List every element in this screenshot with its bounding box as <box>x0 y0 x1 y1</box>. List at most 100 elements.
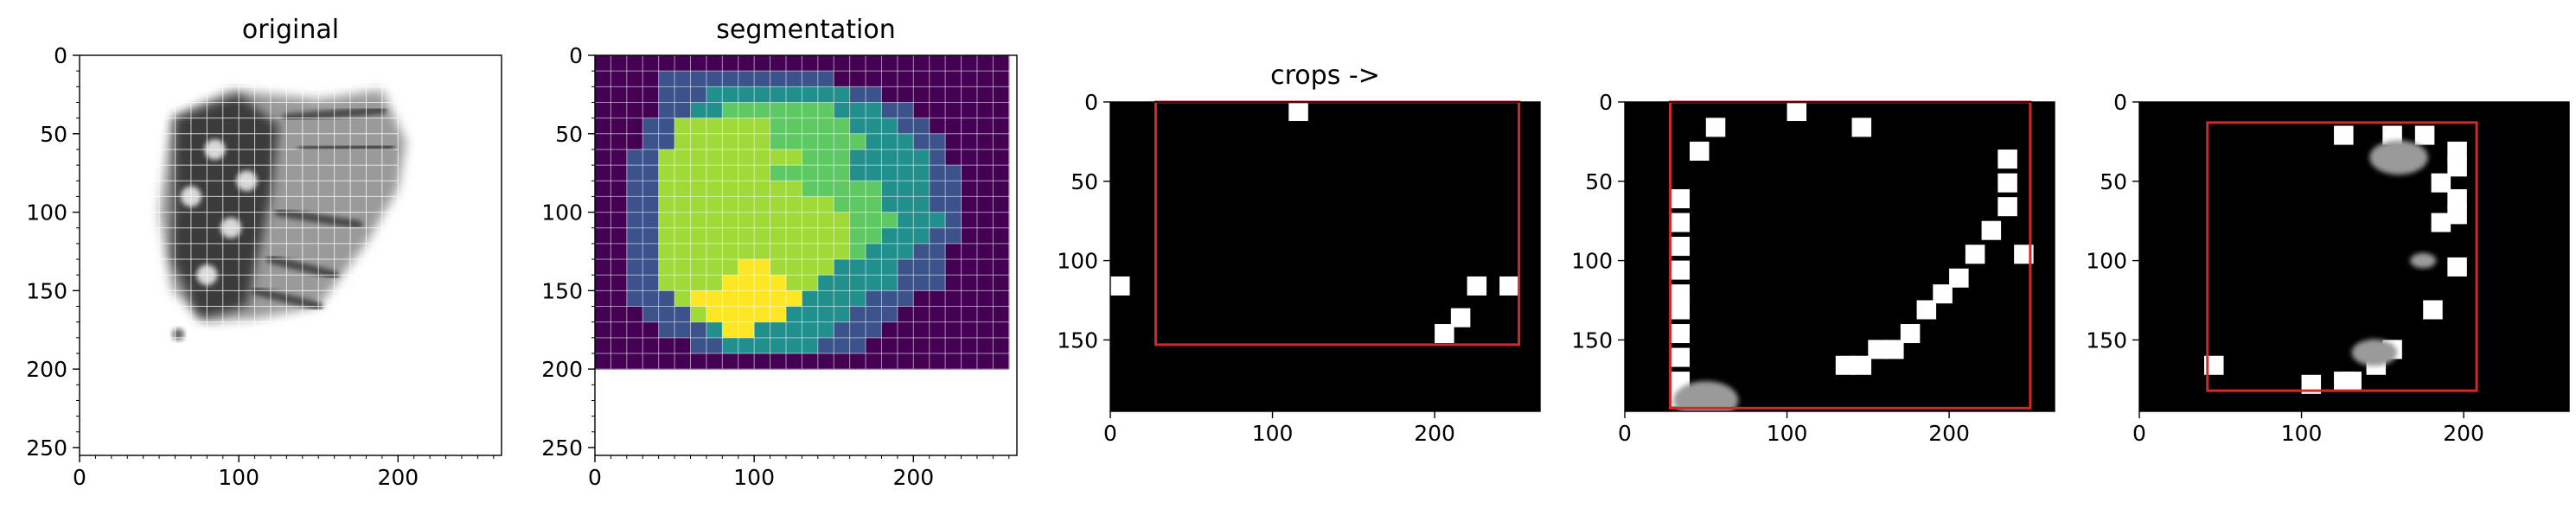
segment-cell <box>945 353 962 370</box>
segment-cell <box>834 71 851 87</box>
segment-cell <box>690 306 707 323</box>
segment-cell <box>674 243 692 260</box>
y-tick-label: 0 <box>569 43 583 68</box>
crop-background <box>2139 102 2569 411</box>
segment-cell <box>897 259 914 276</box>
segment-cell <box>785 118 802 135</box>
segment-cell <box>817 149 834 166</box>
segment-cell <box>834 227 851 245</box>
y-tick-label: 200 <box>26 357 67 382</box>
segment-cell <box>690 353 707 370</box>
segment-cell <box>913 181 930 198</box>
segment-cell <box>770 212 787 229</box>
segment-cell <box>770 165 787 181</box>
segment-cell <box>834 212 851 229</box>
segment-cell <box>945 196 962 213</box>
y-tick-label: 0 <box>54 43 67 68</box>
segment-cell <box>754 71 771 87</box>
segment-cell <box>674 165 692 181</box>
segment-cell <box>610 290 628 308</box>
segment-cell <box>945 102 962 119</box>
segment-cell <box>595 165 612 181</box>
segment-cell <box>626 337 643 354</box>
segment-cell <box>754 290 771 308</box>
segment-cell <box>929 227 946 245</box>
segment-cell <box>817 337 834 354</box>
segment-cell <box>722 118 739 135</box>
segment-cell <box>881 337 898 354</box>
segment-cell <box>738 275 755 291</box>
segment-cell <box>993 275 1010 291</box>
x-tick-label: 100 <box>1252 421 1294 446</box>
segment-cell <box>993 290 1010 308</box>
segment-cell <box>817 212 834 229</box>
segment-cell <box>626 196 643 213</box>
segment-cell <box>674 149 692 166</box>
segment-cell <box>722 55 739 72</box>
mask-block <box>1670 300 1691 320</box>
segment-cell <box>881 306 898 323</box>
segment-cell <box>595 321 612 339</box>
segment-cell <box>642 290 660 308</box>
segment-cell <box>595 243 612 260</box>
segment-cell <box>658 353 675 370</box>
segment-cell <box>849 243 866 260</box>
segment-cell <box>785 353 802 370</box>
x-tick-label: 200 <box>2443 421 2484 446</box>
mask-block <box>2447 257 2467 277</box>
segment-cell <box>961 102 978 119</box>
segment-cell <box>993 353 1010 370</box>
segment-cell <box>658 165 675 181</box>
segment-cell <box>976 55 994 72</box>
segment-cell <box>785 243 802 260</box>
segment-cell <box>738 259 755 276</box>
segment-cell <box>961 55 978 72</box>
mask-block <box>1916 300 1937 320</box>
y-tick-label: 200 <box>541 357 583 382</box>
segment-cell <box>610 275 628 291</box>
segment-cell <box>976 181 994 198</box>
segment-cell <box>770 321 787 339</box>
x-tick-label: 0 <box>588 465 602 490</box>
segment-cell <box>595 259 612 276</box>
segment-cell <box>610 212 628 229</box>
segment-cell <box>658 275 675 291</box>
segment-cell <box>817 353 834 370</box>
segment-cell <box>897 133 914 150</box>
segment-cell <box>849 259 866 276</box>
segment-cell <box>738 71 755 87</box>
segment-cell <box>945 337 962 354</box>
segment-cell <box>785 133 802 150</box>
segment-cell <box>849 196 866 213</box>
segment-cell <box>706 259 723 276</box>
segment-cell <box>881 118 898 135</box>
segment-cell <box>706 306 723 323</box>
segment-cell <box>802 71 819 87</box>
segment-cell <box>993 165 1010 181</box>
segment-cell <box>849 212 866 229</box>
segment-cell <box>866 133 883 150</box>
segment-cell <box>722 71 739 87</box>
segment-cell <box>897 86 914 104</box>
segment-cell <box>866 290 883 308</box>
panel-title: crops -> <box>1270 60 1380 91</box>
segment-cell <box>626 227 643 245</box>
segment-cell <box>658 290 675 308</box>
segment-cell <box>834 306 851 323</box>
segment-cell <box>929 165 946 181</box>
segment-cell <box>674 102 692 119</box>
segment-cell <box>849 321 866 339</box>
segment-cell <box>945 321 962 339</box>
x-tick-label: 0 <box>73 465 86 490</box>
segment-cell <box>866 86 883 104</box>
segment-cell <box>929 212 946 229</box>
segment-cell <box>738 118 755 135</box>
segment-cell <box>881 165 898 181</box>
segment-cell <box>849 306 866 323</box>
segment-cell <box>770 259 787 276</box>
mask-block <box>1787 102 1807 122</box>
segment-cell <box>945 259 962 276</box>
segment-cell <box>961 212 978 229</box>
segment-cell <box>802 181 819 198</box>
segment-cell <box>961 181 978 198</box>
